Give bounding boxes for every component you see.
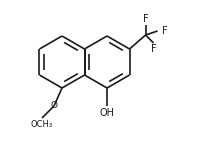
Text: OH: OH bbox=[99, 108, 114, 118]
Text: F: F bbox=[150, 44, 156, 54]
Text: F: F bbox=[161, 26, 166, 36]
Text: O: O bbox=[50, 102, 57, 110]
Text: OCH₃: OCH₃ bbox=[31, 120, 53, 129]
Text: F: F bbox=[142, 14, 148, 24]
